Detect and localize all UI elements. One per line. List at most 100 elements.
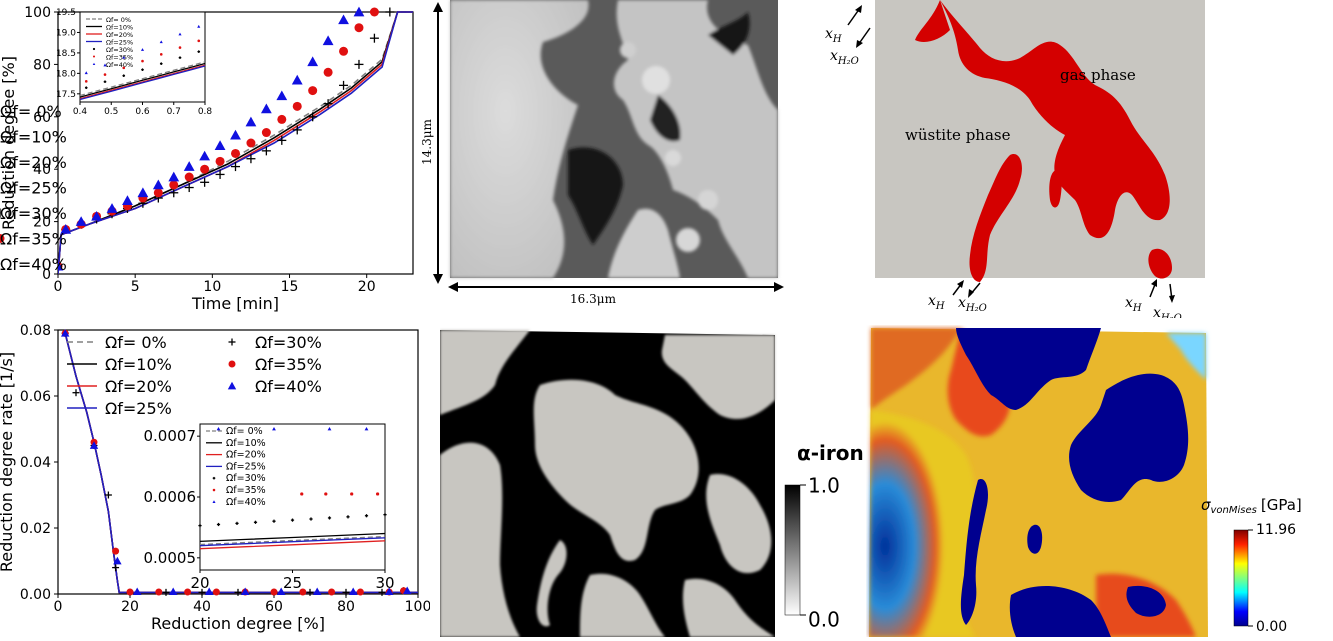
inset-data-point [84, 86, 88, 90]
inset-series-line [79, 64, 206, 100]
data-point [112, 564, 120, 572]
flux-h-sub: H [1132, 303, 1142, 314]
data-point [162, 588, 170, 596]
inset-series-line [79, 61, 206, 97]
inset-data-point [327, 426, 332, 431]
data-point [183, 161, 195, 171]
flux-annotation-bottom-left: xH xH₂O [928, 280, 987, 314]
y-tick-label: 0.08 [20, 323, 51, 339]
data-point [277, 135, 287, 145]
data-point [152, 179, 164, 190]
inset-data-point [216, 522, 221, 527]
inset-data-point [159, 40, 163, 44]
plot-frame [57, 11, 414, 275]
flux-h-symbol: x [1125, 295, 1133, 311]
data-point [75, 216, 87, 226]
sigma-symbol: σ [1201, 496, 1211, 514]
data-point [339, 46, 349, 56]
reduction-rate-chart: 0 20 40 60 80 100 0.00 0.02 0.04 0.06 0.08 Reductio… [0, 320, 431, 637]
y-tick-label: 0.00 [20, 587, 51, 603]
data-point [169, 180, 179, 190]
legend-swatch [227, 381, 237, 390]
inset-data-point [103, 80, 107, 84]
iron-colorbar-max: 1.0 [808, 474, 840, 498]
data-point [215, 156, 225, 166]
inset-x-tick-label: 0.5 [104, 107, 118, 117]
data-point [214, 140, 226, 150]
data-point [133, 587, 142, 596]
data-point [354, 59, 364, 69]
legend-label: Ωf=20% [0, 153, 67, 172]
inset-legend-label: Ωf=20% [106, 31, 133, 39]
inset-data-point [197, 24, 201, 28]
data-point [313, 587, 322, 596]
data-point [307, 56, 319, 67]
data-point [322, 35, 334, 46]
data-point [277, 114, 287, 124]
iron-field-panel: α-iron 1.0 0.0 [440, 325, 880, 637]
phase-schematic: gas phase wüstite phase xH xH₂O xH xH₂O … [825, 0, 1205, 324]
inset-legend-label: Ωf=10% [106, 24, 133, 32]
data-point [292, 101, 302, 111]
x-tick-label: 60 [265, 599, 283, 615]
data-point [369, 33, 379, 43]
y-tick-label: 20 [33, 215, 51, 231]
inset-data-point [309, 517, 313, 521]
data-point [60, 224, 72, 234]
flux-h-symbol: x [825, 26, 833, 42]
inset-y-tick-label: 0.0007 [144, 427, 197, 445]
y-axis-label: Reduction degree rate [1/s] [0, 352, 16, 572]
inset-legend-label: Ωf=30% [226, 473, 266, 484]
data-point [234, 588, 242, 596]
data-point [231, 148, 240, 158]
data-point [230, 129, 241, 140]
data-point [323, 67, 333, 77]
data-point [308, 86, 318, 96]
inset-y-tick-label: 0.0006 [144, 488, 197, 506]
data-point [291, 74, 303, 85]
inset-data-point [197, 50, 201, 53]
data-point [328, 588, 336, 596]
legend-label: Ωf= 0% [105, 333, 167, 352]
data-point [241, 587, 250, 596]
inset-data-point [324, 492, 328, 496]
stress-colorbar-max: 11.96 [1256, 522, 1296, 538]
data-point [270, 588, 278, 596]
data-point [403, 586, 412, 595]
inset-legend-swatch [92, 62, 96, 65]
data-point [91, 210, 102, 221]
data-point [61, 329, 70, 337]
data-point [215, 169, 225, 179]
flux-h2o-symbol: x [830, 48, 838, 64]
flux-h2o-sub: H₂O [1160, 313, 1182, 318]
svg-text:xH₂O: xH₂O [958, 295, 987, 314]
y-tick-label: 100 [24, 5, 51, 21]
iron-colorbar-min: 0.0 [808, 608, 840, 632]
inset-y-tick-label: 19.5 [56, 8, 76, 18]
data-point [112, 547, 120, 555]
inset-data-point [198, 523, 202, 528]
data-point [104, 491, 112, 499]
sem-micrograph-panel: 14.3μm 16.3μm [418, 0, 808, 318]
inset-data-point [327, 516, 332, 520]
data-point [339, 80, 349, 90]
inset-series-line [79, 65, 206, 101]
data-point [261, 128, 271, 138]
inset-legend-label: Ωf=25% [226, 461, 266, 472]
inset-data-point [84, 80, 88, 83]
x-tick-label: 0 [54, 599, 63, 615]
data-point [342, 588, 350, 596]
x-tick-label: 20 [121, 599, 139, 615]
series-line [64, 333, 418, 594]
y-tick-label: 0 [42, 267, 51, 283]
inset-data-point [122, 74, 126, 77]
inset-x-tick-label: 0.4 [73, 107, 88, 117]
inset-series-line [199, 540, 386, 550]
y-tick-label: 80 [33, 57, 51, 73]
inset-data-point [197, 39, 201, 43]
iron-colorbar-title: α-iron [797, 441, 864, 465]
legend-label: Ωf= 0% [0, 102, 62, 121]
flux-annotation-top: xH xH₂O [825, 5, 871, 67]
data-point [212, 588, 220, 596]
data-point [126, 588, 134, 596]
